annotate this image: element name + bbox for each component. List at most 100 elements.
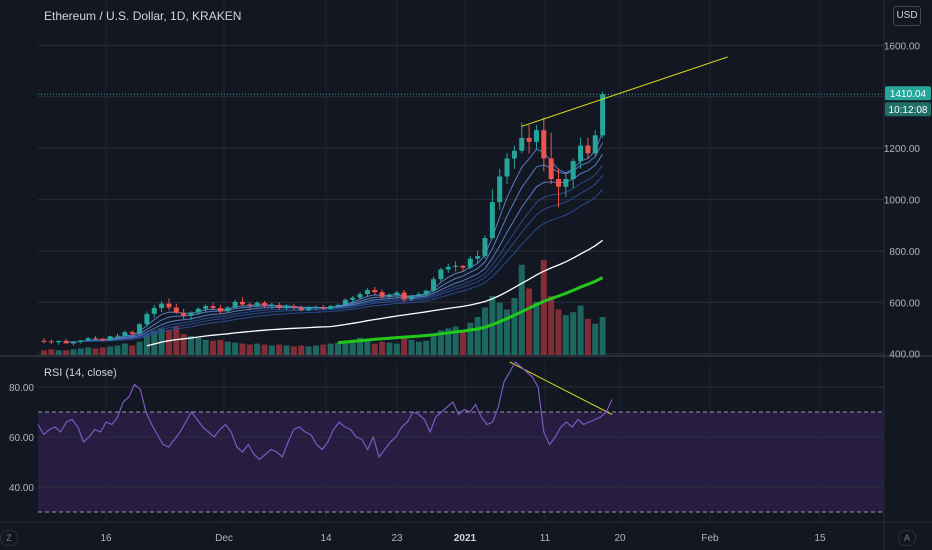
zoom-button[interactable]: Z — [0, 530, 18, 546]
time-tick-label: 11 — [540, 533, 551, 544]
volume-bar — [246, 344, 253, 355]
candle-up — [563, 179, 569, 187]
candle-up — [578, 145, 584, 162]
candle-down — [247, 304, 253, 306]
volume-bar — [217, 339, 224, 355]
candle-up — [306, 307, 312, 311]
volume-bar — [268, 345, 275, 355]
volume-bar — [92, 348, 99, 355]
volume-bar — [239, 343, 246, 355]
volume-bar — [195, 337, 202, 355]
candle-up — [416, 294, 422, 296]
volume-bar — [570, 312, 577, 355]
candle-up — [438, 269, 444, 280]
candle-up — [107, 336, 113, 341]
axes[interactable]: 400.00 600.00 800.00 1000.00 1200.00 1600.00 4… — [9, 41, 920, 544]
rsi-tick-label: 40.00 — [9, 483, 34, 494]
candle-down — [166, 303, 172, 308]
volume-bar — [533, 301, 540, 355]
volume-bar — [63, 350, 70, 355]
auto-scale-button[interactable]: A — [898, 530, 916, 546]
candles — [41, 91, 606, 346]
rsi-band-fill — [38, 412, 884, 512]
volume-bar — [151, 331, 158, 355]
ema-line — [66, 175, 603, 343]
volume-bar — [327, 343, 334, 355]
candle-up — [78, 340, 84, 342]
candle-down — [526, 137, 532, 142]
candle-up — [159, 303, 165, 308]
candle-down — [320, 306, 326, 309]
volume-bar — [555, 309, 562, 355]
volume-bar — [276, 344, 283, 355]
volume-bar — [41, 350, 47, 355]
candle-up — [70, 341, 76, 344]
volume-bar — [357, 337, 364, 355]
volume-bar — [379, 341, 386, 355]
volume-bar — [232, 342, 239, 355]
volume-bar — [592, 323, 599, 355]
candle-up — [56, 340, 62, 343]
time-tick-label: 2021 — [454, 533, 477, 544]
volume-bar — [99, 347, 106, 355]
candle-down — [379, 292, 385, 297]
candle-up — [269, 304, 275, 306]
candle-down — [541, 130, 547, 159]
candle-down — [210, 306, 216, 308]
volume-bar — [261, 344, 268, 355]
volume-bar — [335, 342, 341, 355]
volume-bar — [599, 317, 606, 355]
candle-up — [445, 266, 451, 270]
candle-up — [592, 135, 598, 154]
candle-up — [85, 338, 91, 341]
volume-bar — [562, 315, 569, 355]
candle-up — [600, 94, 606, 136]
volume-bar — [496, 302, 503, 355]
candle-down — [181, 312, 187, 316]
candle-down — [92, 338, 98, 340]
last-price-value: 1410.04 — [890, 89, 927, 100]
candle-up — [328, 305, 334, 309]
volume-bar — [298, 345, 305, 355]
volume-bar — [437, 330, 444, 355]
candle-up — [225, 307, 231, 312]
rsi-band — [38, 386, 884, 513]
volume-bar — [136, 341, 143, 355]
candle-up — [144, 313, 150, 325]
rsi-series-line — [37, 361, 613, 461]
volume-bar — [482, 307, 488, 355]
candle-up — [335, 304, 341, 306]
candle-down — [276, 304, 282, 308]
volume-bar — [173, 326, 180, 355]
chart-title: Ethereum / U.S. Dollar, 1D, KRAKEN — [44, 9, 242, 23]
volume-bar — [474, 317, 481, 355]
candle-down — [63, 340, 69, 344]
volume-bar — [77, 348, 84, 355]
volume-bar — [290, 346, 297, 355]
volume-bar — [107, 346, 114, 355]
time-tick-label: 20 — [614, 533, 626, 544]
volume-bar — [504, 309, 511, 355]
volume-bar — [55, 350, 62, 355]
currency-button[interactable]: USD — [893, 6, 921, 26]
candle-up — [122, 332, 128, 336]
candle-up — [232, 301, 238, 308]
volume-bar — [305, 346, 312, 355]
volume-bar — [342, 341, 349, 355]
candle-up — [342, 299, 348, 305]
candle-down — [556, 179, 561, 187]
volume-bar — [283, 345, 290, 355]
candle-up — [570, 161, 576, 180]
candle-up — [284, 306, 290, 308]
candle-up — [188, 312, 194, 316]
volume-bar — [70, 349, 77, 355]
candle-down — [41, 340, 47, 342]
volume-bar — [349, 339, 356, 355]
ema-line — [65, 189, 603, 343]
volume-bar — [408, 339, 415, 355]
volume-bar — [415, 341, 422, 355]
candle-up — [504, 158, 510, 177]
last-price-badge — [885, 86, 931, 101]
ema-line — [66, 154, 604, 343]
candle-up — [357, 294, 363, 298]
